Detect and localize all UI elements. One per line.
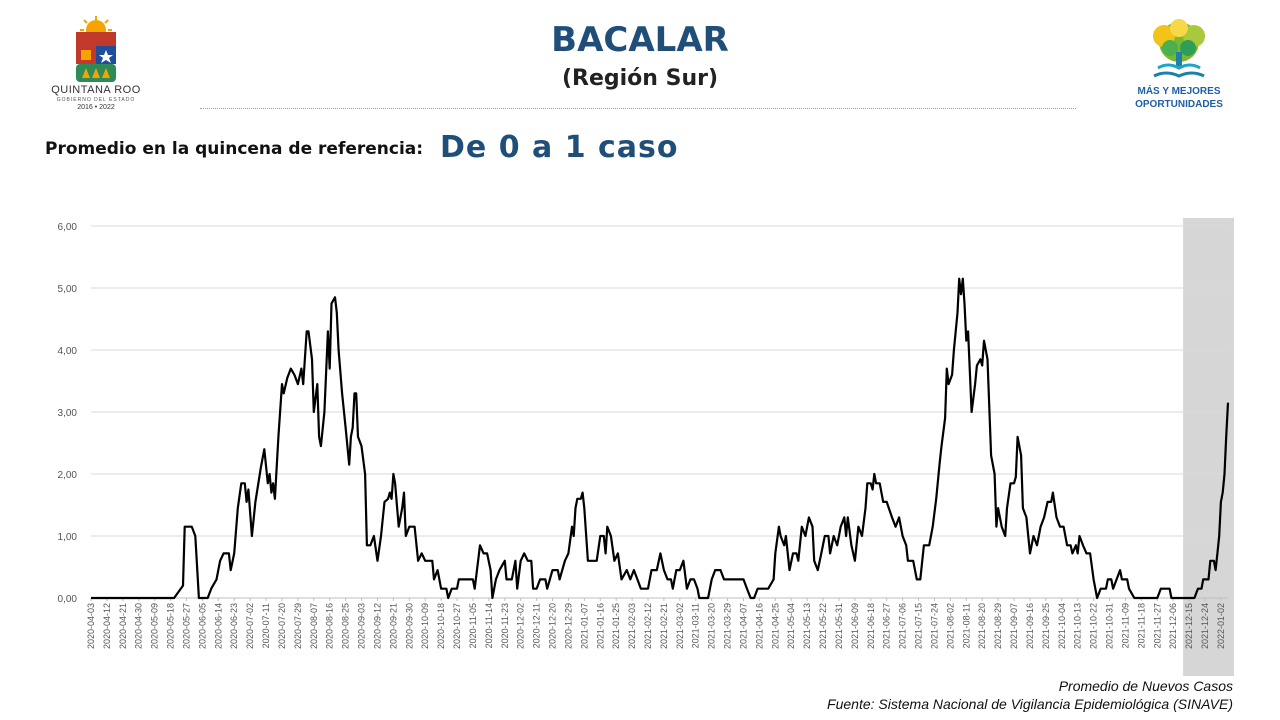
x-tick-label: 2021-11-09 — [1120, 603, 1130, 648]
x-tick-label: 2020-08-16 — [325, 603, 335, 649]
x-tick-label: 2020-11-23 — [500, 603, 510, 648]
x-tick-label: 2020-07-29 — [293, 603, 303, 649]
x-tick-label: 2021-08-02 — [945, 603, 955, 649]
x-tick-label: 2021-12-24 — [1200, 603, 1210, 649]
x-tick-label: 2020-12-29 — [563, 603, 573, 649]
slogan-line-2: OPORTUNIDADES — [1135, 99, 1223, 110]
x-tick-label: 2021-10-13 — [1073, 603, 1083, 649]
x-tick-label: 2020-11-05 — [468, 603, 478, 648]
administration-years: 2016 • 2022 — [77, 104, 115, 111]
x-tick-label: 2020-05-18 — [166, 603, 176, 649]
page-subtitle: (Región Sur) — [561, 66, 719, 91]
x-tick-label: 2020-09-30 — [404, 603, 414, 649]
x-tick-label: 2020-04-12 — [102, 603, 112, 649]
x-tick-label: 2021-03-29 — [723, 603, 733, 649]
y-tick-label: 4,00 — [58, 346, 78, 357]
x-tick-label: 2020-09-12 — [372, 603, 382, 649]
reference-label: Promedio en la quincena de referencia: — [45, 139, 424, 159]
x-tick-label: 2020-08-07 — [309, 603, 319, 649]
x-tick-label: 2020-07-11 — [261, 603, 271, 648]
y-tick-label: 2,00 — [58, 470, 78, 481]
x-tick-label: 2020-10-27 — [452, 603, 462, 649]
x-tick-label: 2021-07-06 — [898, 603, 908, 649]
x-tick-label: 2021-12-06 — [1168, 603, 1178, 649]
x-tick-label: 2020-07-20 — [277, 603, 287, 649]
x-tick-label: 2021-07-24 — [929, 603, 939, 649]
x-tick-label: 2020-09-21 — [388, 603, 398, 649]
x-tick-label: 2021-12-15 — [1184, 603, 1194, 649]
reference-value: De 0 a 1 caso — [440, 130, 679, 165]
x-tick-label: 2021-05-22 — [818, 603, 828, 649]
y-tick-label: 3,00 — [58, 408, 78, 419]
x-tick-label: 2021-01-25 — [611, 603, 621, 649]
x-tick-label: 2021-03-11 — [691, 603, 701, 648]
y-tick-label: 1,00 — [58, 532, 78, 543]
quintana-roo-shield-icon — [76, 16, 116, 82]
x-tick-label: 2021-11-18 — [1136, 603, 1146, 648]
x-tick-label: 2020-12-20 — [548, 603, 558, 649]
x-tick-label: 2021-02-12 — [643, 603, 653, 649]
x-tick-label: 2021-01-07 — [579, 603, 589, 649]
x-tick-label: 2020-08-25 — [341, 603, 351, 649]
x-tick-label: 2020-09-03 — [357, 603, 367, 649]
x-tick-label: 2021-08-20 — [977, 603, 987, 649]
x-tick-label: 2021-08-11 — [961, 603, 971, 648]
x-tick-label: 2021-06-27 — [882, 603, 892, 649]
x-tick-label: 2021-08-29 — [993, 603, 1003, 649]
tree-icon — [1153, 19, 1205, 78]
y-tick-label: 5,00 — [58, 284, 78, 295]
x-tick-label: 2020-12-11 — [532, 603, 542, 648]
x-tick-label: 2020-04-03 — [86, 603, 96, 649]
x-tick-label: 2021-10-22 — [1089, 603, 1099, 649]
x-tick-label: 2021-06-09 — [850, 603, 860, 649]
header-divider — [200, 108, 1076, 109]
x-tick-label: 2021-10-04 — [1057, 603, 1067, 649]
x-tick-label: 2021-02-21 — [659, 603, 669, 649]
x-tick-label: 2021-03-02 — [675, 603, 685, 649]
x-tick-label: 2020-06-14 — [213, 603, 223, 649]
cases-line-chart: 0,00 1,00 2,00 3,00 4,00 5,00 6,00 2020-04-03 20… — [58, 218, 1234, 676]
x-tick-label: 2021-05-04 — [786, 603, 796, 649]
x-tick-label: 2021-09-07 — [1009, 603, 1019, 649]
x-tick-label: 2020-04-30 — [134, 603, 144, 649]
quintana-roo-logo: QUINTANA ROO GOBIERNO DEL ESTADO 2016 • … — [40, 16, 152, 112]
x-tick-label: 2021-04-16 — [754, 603, 764, 649]
x-tick-label: 2021-04-07 — [738, 603, 748, 649]
x-tick-label: 2020-10-09 — [420, 603, 430, 649]
x-tick-label: 2022-01-02 — [1216, 603, 1226, 649]
x-tick-label: 2021-07-15 — [914, 603, 924, 649]
x-tick-label: 2021-05-31 — [834, 603, 844, 649]
x-tick-label: 2020-07-02 — [245, 603, 255, 649]
y-tick-label: 6,00 — [58, 222, 78, 233]
government-label: GOBIERNO DEL ESTADO — [56, 97, 136, 103]
state-name: QUINTANA ROO — [51, 84, 141, 96]
mas-y-mejores-oportunidades-logo: MÁS Y MEJORES OPORTUNIDADES — [1118, 18, 1240, 114]
y-tick-label: 0,00 — [58, 594, 78, 605]
x-tick-label: 2021-03-20 — [707, 603, 717, 649]
x-tick-label: 2020-05-27 — [181, 603, 191, 649]
x-tick-label: 2020-06-05 — [197, 603, 207, 649]
x-tick-label: 2021-04-25 — [770, 603, 780, 649]
x-tick-label: 2021-09-25 — [1041, 603, 1051, 649]
slogan-line-1: MÁS Y MEJORES — [1137, 86, 1221, 97]
x-tick-label: 2021-05-13 — [802, 603, 812, 649]
x-tick-label: 2020-06-23 — [229, 603, 239, 649]
x-tick-label: 2020-10-18 — [436, 603, 446, 649]
series-note: Promedio de Nuevos Casos — [1058, 678, 1233, 694]
x-tick-label: 2020-12-02 — [516, 603, 526, 649]
x-tick-label: 2020-05-09 — [150, 603, 160, 649]
x-tick-label: 2020-04-21 — [118, 603, 128, 649]
x-tick-label: 2021-02-03 — [627, 603, 637, 649]
source-note: Fuente: Sistema Nacional de Vigilancia E… — [827, 696, 1233, 712]
x-tick-label: 2020-11-14 — [484, 603, 494, 648]
series-line — [91, 277, 1230, 600]
x-tick-label: 2021-11-27 — [1152, 603, 1162, 648]
x-tick-label: 2021-06-18 — [866, 603, 876, 649]
x-tick-label: 2021-10-31 — [1105, 603, 1115, 649]
page-title: BACALAR — [551, 20, 729, 60]
x-tick-label: 2021-09-16 — [1025, 603, 1035, 649]
x-tick-label: 2021-01-16 — [595, 603, 605, 649]
